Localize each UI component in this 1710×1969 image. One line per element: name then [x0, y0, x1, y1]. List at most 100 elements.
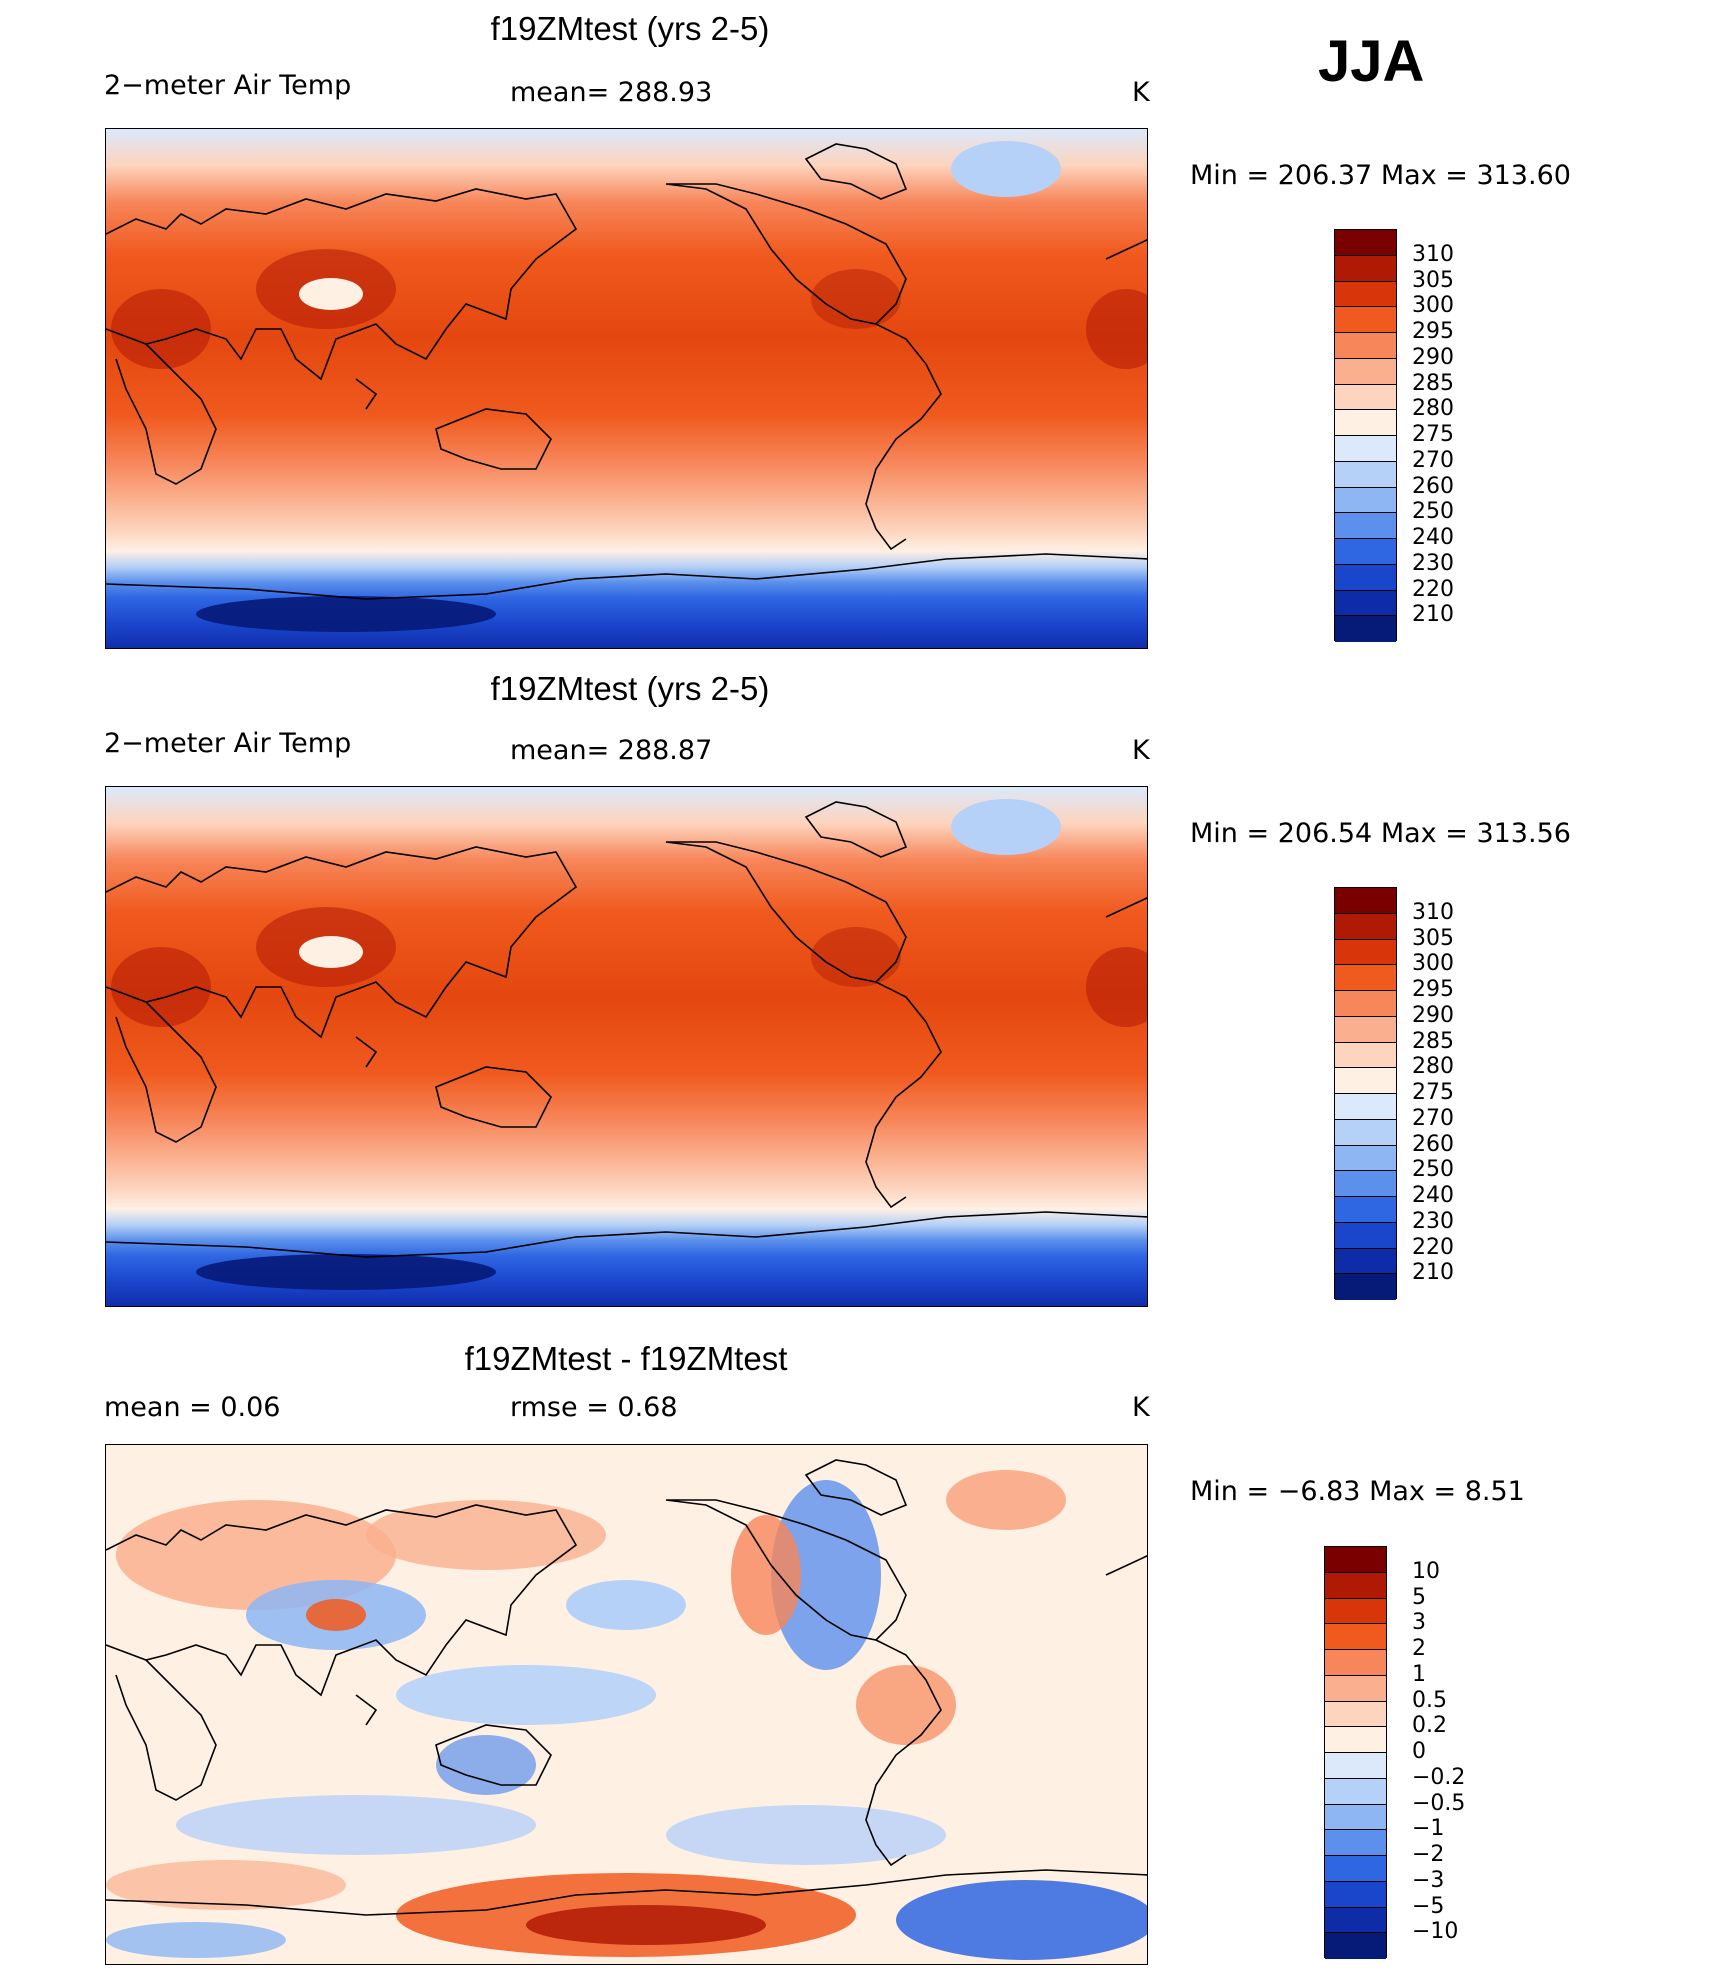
- colorbar-tick-label: 275: [1412, 1080, 1454, 1105]
- colorbar-tick-label: 310: [1412, 899, 1454, 925]
- colorbar-tick-label: 260: [1412, 1131, 1454, 1157]
- panel1-colorbar: [1334, 229, 1397, 642]
- colorbar-segment: [1325, 1753, 1386, 1779]
- colorbar-segment: [1335, 1197, 1396, 1223]
- colorbar-segment: [1335, 410, 1396, 436]
- panel2-min-value: 206.54: [1277, 818, 1373, 849]
- colorbar-segment: [1335, 333, 1396, 359]
- colorbar-segment: [1335, 590, 1396, 617]
- colorbar-tick-label: 300: [1412, 293, 1454, 319]
- colorbar-segment: [1335, 1042, 1396, 1069]
- colorbar-tick-label: 290: [1412, 344, 1454, 370]
- panel1-min-label: Min: [1190, 160, 1238, 191]
- colorbar-tick-label: 270: [1412, 447, 1454, 473]
- colorbar-segment: [1335, 1222, 1396, 1249]
- colorbar-tick-label: 280: [1412, 1054, 1454, 1080]
- panel1-title: f19ZMtest (yrs 2-5): [490, 10, 770, 47]
- colorbar-tick-label: 310: [1412, 241, 1454, 267]
- colorbar-tick-label: −0.5: [1412, 1790, 1466, 1816]
- colorbar-segment: [1325, 1598, 1386, 1625]
- colorbar-tick-label: 250: [1412, 1157, 1454, 1183]
- panel1-min-value: 206.37: [1277, 160, 1373, 191]
- colorbar-tick-label: 220: [1412, 1234, 1454, 1260]
- colorbar-segment: [1325, 1907, 1386, 1934]
- panel1-mean-label: mean= 288.93: [510, 77, 713, 108]
- panel1-variable-label: 2−meter Air Temp: [104, 70, 352, 101]
- colorbar-segment: [1335, 1171, 1396, 1197]
- colorbar-segment: [1325, 1933, 1386, 1959]
- colorbar-segment: [1335, 487, 1396, 514]
- colorbar-tick-label: 295: [1412, 977, 1454, 1002]
- colorbar-segment: [1335, 384, 1396, 411]
- colorbar-segment: [1335, 539, 1396, 565]
- colorbar-segment: [1335, 991, 1396, 1017]
- colorbar-tick-label: 3: [1412, 1610, 1426, 1636]
- season-label: JJA: [1318, 29, 1425, 94]
- colorbar-segment: [1325, 1650, 1386, 1676]
- colorbar-segment: [1335, 1274, 1396, 1300]
- colorbar-segment: [1325, 1701, 1386, 1728]
- panel2-max-value: 313.56: [1476, 818, 1571, 849]
- colorbar-segment: [1335, 1068, 1396, 1094]
- colorbar-segment: [1325, 1624, 1386, 1650]
- panel1-coastlines: [106, 143, 1147, 600]
- colorbar-segment: [1335, 461, 1396, 488]
- colorbar-segment: [1335, 1145, 1396, 1172]
- panel3-rmse-label: rmse = 0.68: [510, 1392, 678, 1423]
- colorbar-tick-label: 240: [1412, 525, 1454, 550]
- colorbar-segment: [1325, 1830, 1386, 1856]
- colorbar-tick-label: 230: [1412, 1208, 1454, 1234]
- panel2-variable-label: 2−meter Air Temp: [104, 728, 352, 759]
- colorbar-tick-label: 10: [1412, 1558, 1440, 1584]
- colorbar-tick-label: 285: [1412, 1028, 1454, 1054]
- colorbar-tick-label: 0: [1412, 1739, 1426, 1764]
- panel2-colorbar: [1334, 887, 1397, 1300]
- panel2-coastlines: [106, 801, 1147, 1258]
- panel2-units-label: K: [1132, 735, 1150, 766]
- colorbar-tick-label: 300: [1412, 951, 1454, 977]
- colorbar-segment: [1335, 230, 1396, 256]
- panel2-mean-label: mean= 288.87: [510, 735, 713, 766]
- colorbar-tick-label: 5: [1412, 1584, 1426, 1610]
- colorbar-segment: [1335, 1016, 1396, 1043]
- colorbar-tick-label: −10: [1412, 1919, 1459, 1945]
- colorbar-tick-label: 290: [1412, 1002, 1454, 1028]
- colorbar-segment: [1335, 965, 1396, 991]
- colorbar-segment: [1335, 1119, 1396, 1146]
- panel3-min-value: −6.83: [1277, 1476, 1361, 1507]
- panel2-max-label: Max: [1380, 818, 1437, 849]
- colorbar-tick-label: 285: [1412, 370, 1454, 396]
- colorbar-segment: [1325, 1727, 1386, 1753]
- colorbar-tick-label: 270: [1412, 1105, 1454, 1131]
- panel1-max-value: 313.60: [1476, 160, 1571, 191]
- colorbar-segment: [1335, 281, 1396, 308]
- panel2-min-max: Min = 206.54 Max = 313.56: [1190, 818, 1571, 849]
- panel1-min-max: Min = 206.37 Max = 313.60: [1190, 160, 1571, 191]
- colorbar-tick-label: 275: [1412, 422, 1454, 447]
- colorbar-tick-label: 295: [1412, 319, 1454, 344]
- colorbar-tick-label: −1: [1412, 1816, 1445, 1842]
- colorbar-segment: [1325, 1675, 1386, 1702]
- colorbar-tick-label: 0.5: [1412, 1687, 1447, 1713]
- colorbar-tick-label: 0.2: [1412, 1713, 1447, 1739]
- colorbar-tick-label: 305: [1412, 925, 1454, 951]
- colorbar-segment: [1335, 255, 1396, 282]
- colorbar-tick-label: 305: [1412, 267, 1454, 293]
- colorbar-tick-label: 220: [1412, 576, 1454, 602]
- colorbar-segment: [1335, 564, 1396, 591]
- colorbar-segment: [1335, 913, 1396, 940]
- colorbar-segment: [1325, 1881, 1386, 1908]
- colorbar-segment: [1335, 939, 1396, 966]
- colorbar-segment: [1335, 358, 1396, 385]
- colorbar-segment: [1335, 307, 1396, 333]
- panel2-map: [105, 786, 1148, 1307]
- colorbar-tick-label: 230: [1412, 550, 1454, 576]
- colorbar-tick-label: −3: [1412, 1867, 1445, 1893]
- colorbar-tick-label: 240: [1412, 1183, 1454, 1208]
- colorbar-tick-label: 280: [1412, 396, 1454, 422]
- panel3-title: f19ZMtest - f19ZMtest: [464, 1340, 788, 1377]
- colorbar-tick-label: 260: [1412, 473, 1454, 499]
- colorbar-tick-label: −0.2: [1412, 1764, 1466, 1790]
- panel3-mean-label: mean = 0.06: [104, 1392, 281, 1423]
- panel3-map: [105, 1444, 1148, 1965]
